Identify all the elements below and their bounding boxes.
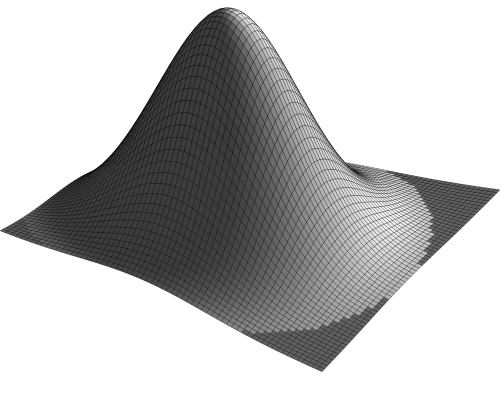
mesh-cell [316,366,326,372]
surface-mesh [0,7,500,372]
